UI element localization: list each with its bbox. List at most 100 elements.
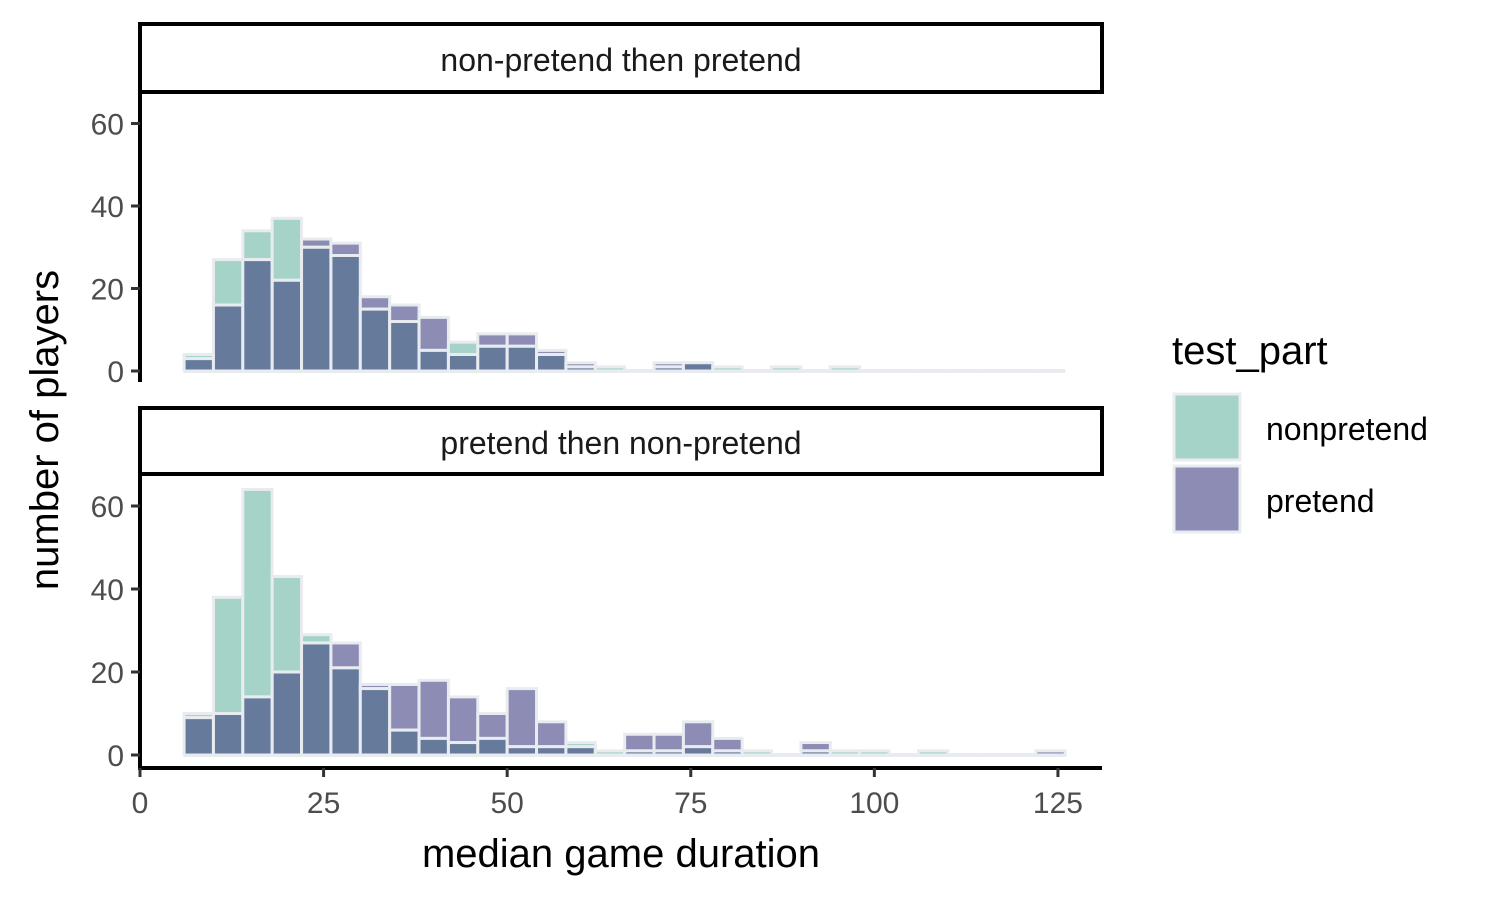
bin-baseline <box>977 753 1007 757</box>
bin-baseline <box>1006 753 1036 757</box>
bin-baseline <box>977 369 1007 373</box>
bar-overlap <box>799 749 832 757</box>
y-axis-title: number of players <box>23 270 67 590</box>
bar-overlap <box>505 344 539 373</box>
bar-overlap <box>681 361 715 373</box>
y-tick-label: 60 <box>91 109 124 142</box>
bar-overlap <box>182 357 215 373</box>
bar-nonpretend <box>593 749 627 757</box>
strip-bottom: pretend then non-pretend <box>138 406 1104 476</box>
legend-label-nonpretend: nonpretend <box>1266 411 1428 447</box>
x-axis: 0 25 50 75 100 125 <box>132 766 1102 820</box>
bar-overlap <box>681 745 715 757</box>
bar-overlap <box>211 712 245 757</box>
bar-pretend <box>329 241 362 257</box>
bin-baseline <box>889 369 919 373</box>
bar-overlap <box>652 365 685 373</box>
bar-overlap <box>388 728 421 757</box>
y-tick-label: 0 <box>107 740 124 773</box>
bar-pretend <box>476 332 509 348</box>
bar-nonpretend <box>241 229 274 262</box>
bar-overlap <box>388 320 421 373</box>
bin-baseline <box>859 369 890 373</box>
bar-overlap <box>358 687 392 757</box>
bar-pretend <box>652 732 685 753</box>
x-tick-label: 100 <box>849 787 899 820</box>
bar-pretend <box>1034 749 1067 757</box>
bar-nonpretend <box>858 749 891 757</box>
panel-top: 0 20 40 60 <box>91 94 1066 389</box>
bar-nonpretend <box>740 749 774 757</box>
bar-overlap <box>476 736 509 757</box>
bar-nonpretend <box>211 595 245 715</box>
y-tick-label: 40 <box>91 574 124 607</box>
legend-swatch-nonpretend <box>1172 392 1242 462</box>
y-tick-label: 40 <box>91 191 124 224</box>
bin-baseline <box>947 753 978 757</box>
y-tick-label: 20 <box>91 657 124 690</box>
bin-baseline <box>800 369 831 373</box>
legend-label-pretend: pretend <box>1266 483 1375 519</box>
x-tick-label: 25 <box>307 787 340 820</box>
panel-bottom: 0 20 40 60 <box>91 476 1067 773</box>
bar-overlap <box>211 303 245 373</box>
bin-baseline <box>889 753 919 757</box>
x-tick-label: 50 <box>490 787 523 820</box>
bar-nonpretend <box>916 749 950 757</box>
bar-nonpretend <box>828 365 862 373</box>
bar-pretend <box>711 736 744 753</box>
bar-pretend <box>358 295 392 311</box>
bar-overlap <box>270 278 304 373</box>
bar-nonpretend <box>211 258 245 307</box>
strip-bottom-box <box>138 406 1104 476</box>
bar-overlap <box>417 736 450 757</box>
y-tick-label: 0 <box>107 356 124 389</box>
bar-pretend <box>388 682 421 732</box>
bar-pretend <box>681 720 715 749</box>
bar-overlap <box>358 307 392 373</box>
bar-pretend <box>623 732 656 753</box>
bar-pretend <box>329 641 362 670</box>
bar-overlap <box>505 745 539 757</box>
bin-baseline <box>771 753 801 757</box>
bar-nonpretend <box>270 216 304 282</box>
bar-pretend <box>417 678 450 740</box>
strip-top-label: non-pretend then pretend <box>440 42 801 78</box>
bar-overlap <box>182 716 215 757</box>
bar-pretend <box>476 712 509 740</box>
bar-overlap <box>564 745 597 757</box>
bar-overlap <box>446 741 480 757</box>
bar-overlap <box>300 641 333 757</box>
bar-nonpretend <box>770 365 803 373</box>
bar-nonpretend <box>241 487 274 699</box>
bar-overlap <box>446 353 480 373</box>
bin-baseline <box>918 369 948 373</box>
bar-overlap <box>711 749 744 757</box>
bar-overlap <box>535 353 568 373</box>
bin-baseline <box>742 369 772 373</box>
legend-title: test_part <box>1172 329 1328 373</box>
bar-pretend <box>388 303 421 323</box>
x-tick-label: 125 <box>1033 787 1083 820</box>
bar-pretend <box>505 687 539 749</box>
bar-nonpretend <box>711 365 744 373</box>
bin-baseline <box>1035 369 1066 373</box>
bar-overlap <box>241 258 274 373</box>
bar-nonpretend <box>828 749 862 757</box>
bar-overlap <box>300 245 333 373</box>
bar-pretend <box>535 720 568 749</box>
bar-nonpretend <box>593 365 627 373</box>
bar-overlap <box>564 365 597 373</box>
x-tick-label: 75 <box>674 787 707 820</box>
bar-nonpretend <box>446 340 480 356</box>
bar-overlap <box>241 695 274 757</box>
bar-overlap <box>329 666 362 757</box>
x-axis-title: median game duration <box>422 832 820 876</box>
bar-overlap <box>270 670 304 757</box>
y-tick-label: 60 <box>91 491 124 524</box>
bar-pretend <box>417 315 450 352</box>
legend: test_part nonpretend pretend <box>1172 329 1428 534</box>
bar-overlap <box>417 348 450 373</box>
strip-top-box <box>138 22 1104 94</box>
